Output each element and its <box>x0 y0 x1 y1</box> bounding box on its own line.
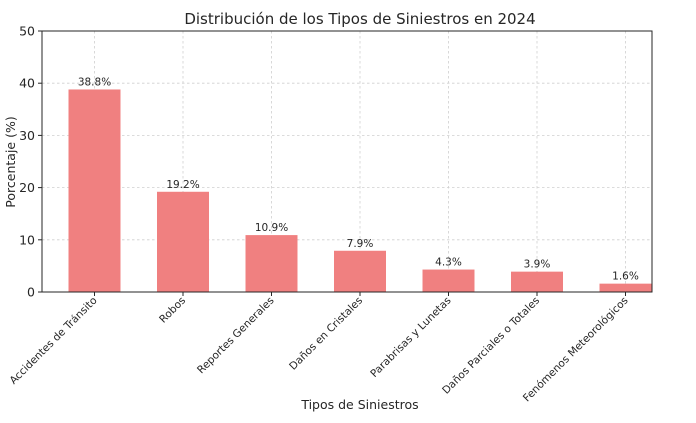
x-tick-label: Accidentes de Tránsito <box>7 295 99 387</box>
y-tick-label: 10 <box>19 232 35 247</box>
y-tick-label: 40 <box>19 76 35 91</box>
data-label: 7.9% <box>347 238 374 250</box>
x-tick-label: Fenómenos Meteorológicos <box>521 295 631 405</box>
data-label: 4.3% <box>435 257 462 269</box>
x-tick-label: Parabrisas y Lunetas <box>368 295 453 380</box>
plot-frame <box>41 30 653 293</box>
x-tick-label: Reportes Generales <box>195 295 277 377</box>
y-tick-label: 30 <box>19 128 35 143</box>
bar <box>245 235 298 292</box>
data-label: 19.2% <box>166 179 199 191</box>
x-tick-label: Robos <box>157 295 188 326</box>
bar <box>422 269 475 292</box>
data-labels: 38.8% 19.2% 10.9% 7.9% 4.3% 3.9% 1.6% <box>78 76 639 282</box>
y-tick-label: 20 <box>19 180 35 195</box>
bar <box>68 89 121 293</box>
x-axis-label: Tipos de Siniestros <box>300 397 418 412</box>
y-tick-label: 0 <box>27 285 35 300</box>
data-label: 1.6% <box>612 271 639 283</box>
bar <box>157 191 209 292</box>
bar <box>599 283 652 292</box>
chart-title: Distribución de los Tipos de Siniestros … <box>184 10 535 28</box>
bar <box>334 250 386 292</box>
data-label: 10.9% <box>255 222 288 234</box>
x-tick-label: Daños en Cristales <box>287 295 365 373</box>
data-label: 38.8% <box>78 76 111 88</box>
y-axis-label: Porcentaje (%) <box>3 116 18 207</box>
y-tick-label: 50 <box>19 24 35 39</box>
bar <box>511 271 563 292</box>
x-tick-label: Daños Parciales o Totales <box>440 295 542 397</box>
bars <box>68 89 652 293</box>
data-label: 3.9% <box>524 259 551 271</box>
